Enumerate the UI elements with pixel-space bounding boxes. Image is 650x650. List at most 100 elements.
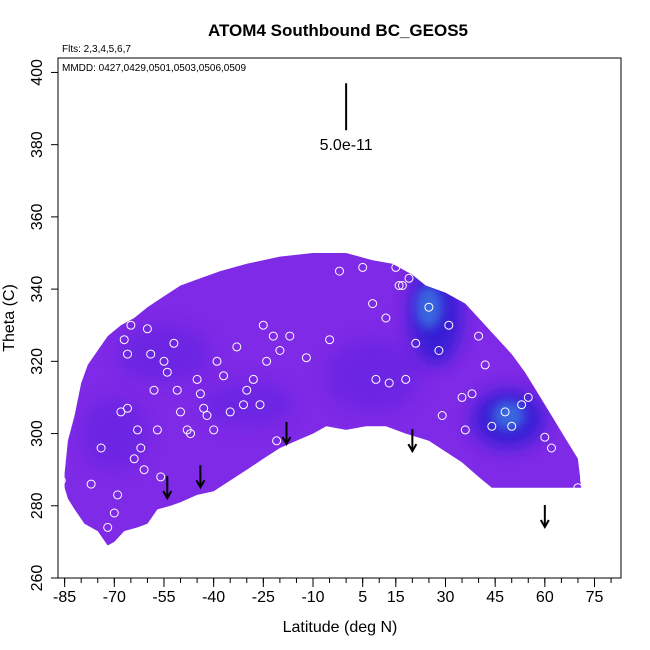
- y-tick-label: 260: [29, 565, 46, 592]
- sample-point: [123, 349, 132, 359]
- sample-point: [66, 403, 76, 413]
- sample-point: [119, 335, 129, 345]
- y-tick-label: 380: [29, 131, 46, 158]
- sample-point: [113, 490, 123, 500]
- scale-label: 5.0e-11: [320, 137, 373, 154]
- sample-point: [530, 327, 540, 337]
- sample-point: [103, 522, 113, 532]
- wind-arrow: [195, 465, 206, 490]
- y-tick-label: 400: [29, 59, 46, 86]
- sample-point: [517, 400, 527, 410]
- sample-point: [109, 508, 119, 518]
- sample-point: [404, 273, 414, 283]
- sample-point: [586, 476, 596, 485]
- sample-point: [262, 356, 272, 366]
- concentration-blob: [326, 339, 419, 412]
- sample-point: [460, 425, 470, 435]
- x-tick-label: -55: [152, 589, 175, 606]
- sample-point: [580, 476, 590, 485]
- sample-point: [139, 465, 149, 475]
- sample-point: [397, 281, 407, 290]
- concentration-blob: [491, 401, 525, 430]
- sample-point: [156, 472, 166, 482]
- sample-point: [487, 421, 497, 431]
- sample-point: [573, 483, 583, 493]
- sample-point: [358, 262, 368, 272]
- sample-point: [480, 360, 490, 370]
- dates-annotation: MMDD: 0427,0429,0501,0503,0506,0509: [62, 63, 246, 74]
- concentration-blob: [81, 397, 148, 470]
- y-tick-label: 300: [29, 420, 46, 447]
- sample-point: [401, 374, 411, 384]
- x-axis: -85 -70 -55 -40 -25 -10 5 15 30 45 60 75: [53, 578, 612, 606]
- plot-frame: [57, 57, 622, 579]
- sample-point: [199, 403, 209, 413]
- sample-point: [457, 392, 467, 402]
- wind-arrow: [407, 429, 418, 454]
- sample-point: [248, 374, 258, 384]
- sample-point: [129, 454, 139, 464]
- y-axis: 260 280 300 320 340 360 380 400: [29, 59, 58, 591]
- sample-point: [547, 443, 556, 453]
- sample-point: [368, 299, 378, 309]
- y-axis-label: Theta (C): [1, 284, 18, 352]
- concentration-blob: [415, 285, 443, 329]
- x-tick-label: -85: [53, 589, 76, 606]
- sample-point: [96, 443, 106, 453]
- sample-point: [86, 479, 96, 489]
- x-tick-label: -10: [301, 589, 324, 606]
- sample-point: [500, 407, 510, 417]
- wind-arrow: [539, 505, 550, 530]
- y-tick-label: 340: [29, 276, 46, 303]
- sample-point: [149, 385, 159, 395]
- sample-point: [76, 353, 86, 363]
- x-tick-label: 45: [486, 589, 504, 606]
- wind-arrows: [162, 421, 550, 530]
- sample-point: [172, 385, 182, 395]
- sample-point: [414, 266, 424, 276]
- sample-point: [540, 432, 550, 442]
- sample-point: [434, 346, 444, 355]
- sample-point: [513, 309, 523, 319]
- sample-point: [335, 266, 344, 276]
- sample-point: [202, 411, 212, 420]
- sample-point: [58, 476, 66, 485]
- sample-point: [239, 400, 248, 410]
- sample-point: [242, 385, 252, 395]
- concentration-blob: [117, 325, 211, 383]
- sample-point: [474, 331, 484, 341]
- sample-point: [384, 378, 394, 388]
- sample-point: [507, 421, 517, 431]
- sample-point: [275, 346, 285, 355]
- sample-point: [444, 320, 454, 330]
- sample-point: [394, 281, 404, 290]
- y-tick-label: 280: [29, 492, 46, 519]
- wind-arrow: [162, 476, 173, 501]
- sample-point: [421, 262, 431, 272]
- flights-annotation: Flts: 2,3,4,5,6,7: [62, 44, 131, 55]
- sample-point: [195, 389, 205, 399]
- sample-point: [133, 425, 142, 435]
- x-tick-label: 15: [387, 589, 405, 606]
- sample-point: [152, 425, 162, 435]
- sample-point: [146, 349, 156, 359]
- y-tick-label: 360: [29, 203, 46, 230]
- sample-point: [371, 374, 381, 384]
- sample-point: [272, 436, 282, 446]
- sample-point: [225, 407, 235, 417]
- x-tick-label: 5: [358, 589, 367, 606]
- sample-point: [123, 403, 132, 413]
- sample-point: [255, 400, 265, 410]
- sample-point: [209, 425, 219, 435]
- sample-point: [523, 392, 533, 402]
- sample-point: [301, 353, 311, 363]
- x-tick-label: 75: [586, 589, 604, 606]
- sample-point: [391, 262, 401, 272]
- sample-point: [219, 371, 229, 381]
- sample-point: [162, 367, 172, 377]
- chart-title: ATOM4 Southbound BC_GEOS5: [208, 21, 468, 40]
- sample-point: [315, 436, 325, 446]
- sample-point: [136, 443, 146, 453]
- sample-points: [58, 262, 596, 532]
